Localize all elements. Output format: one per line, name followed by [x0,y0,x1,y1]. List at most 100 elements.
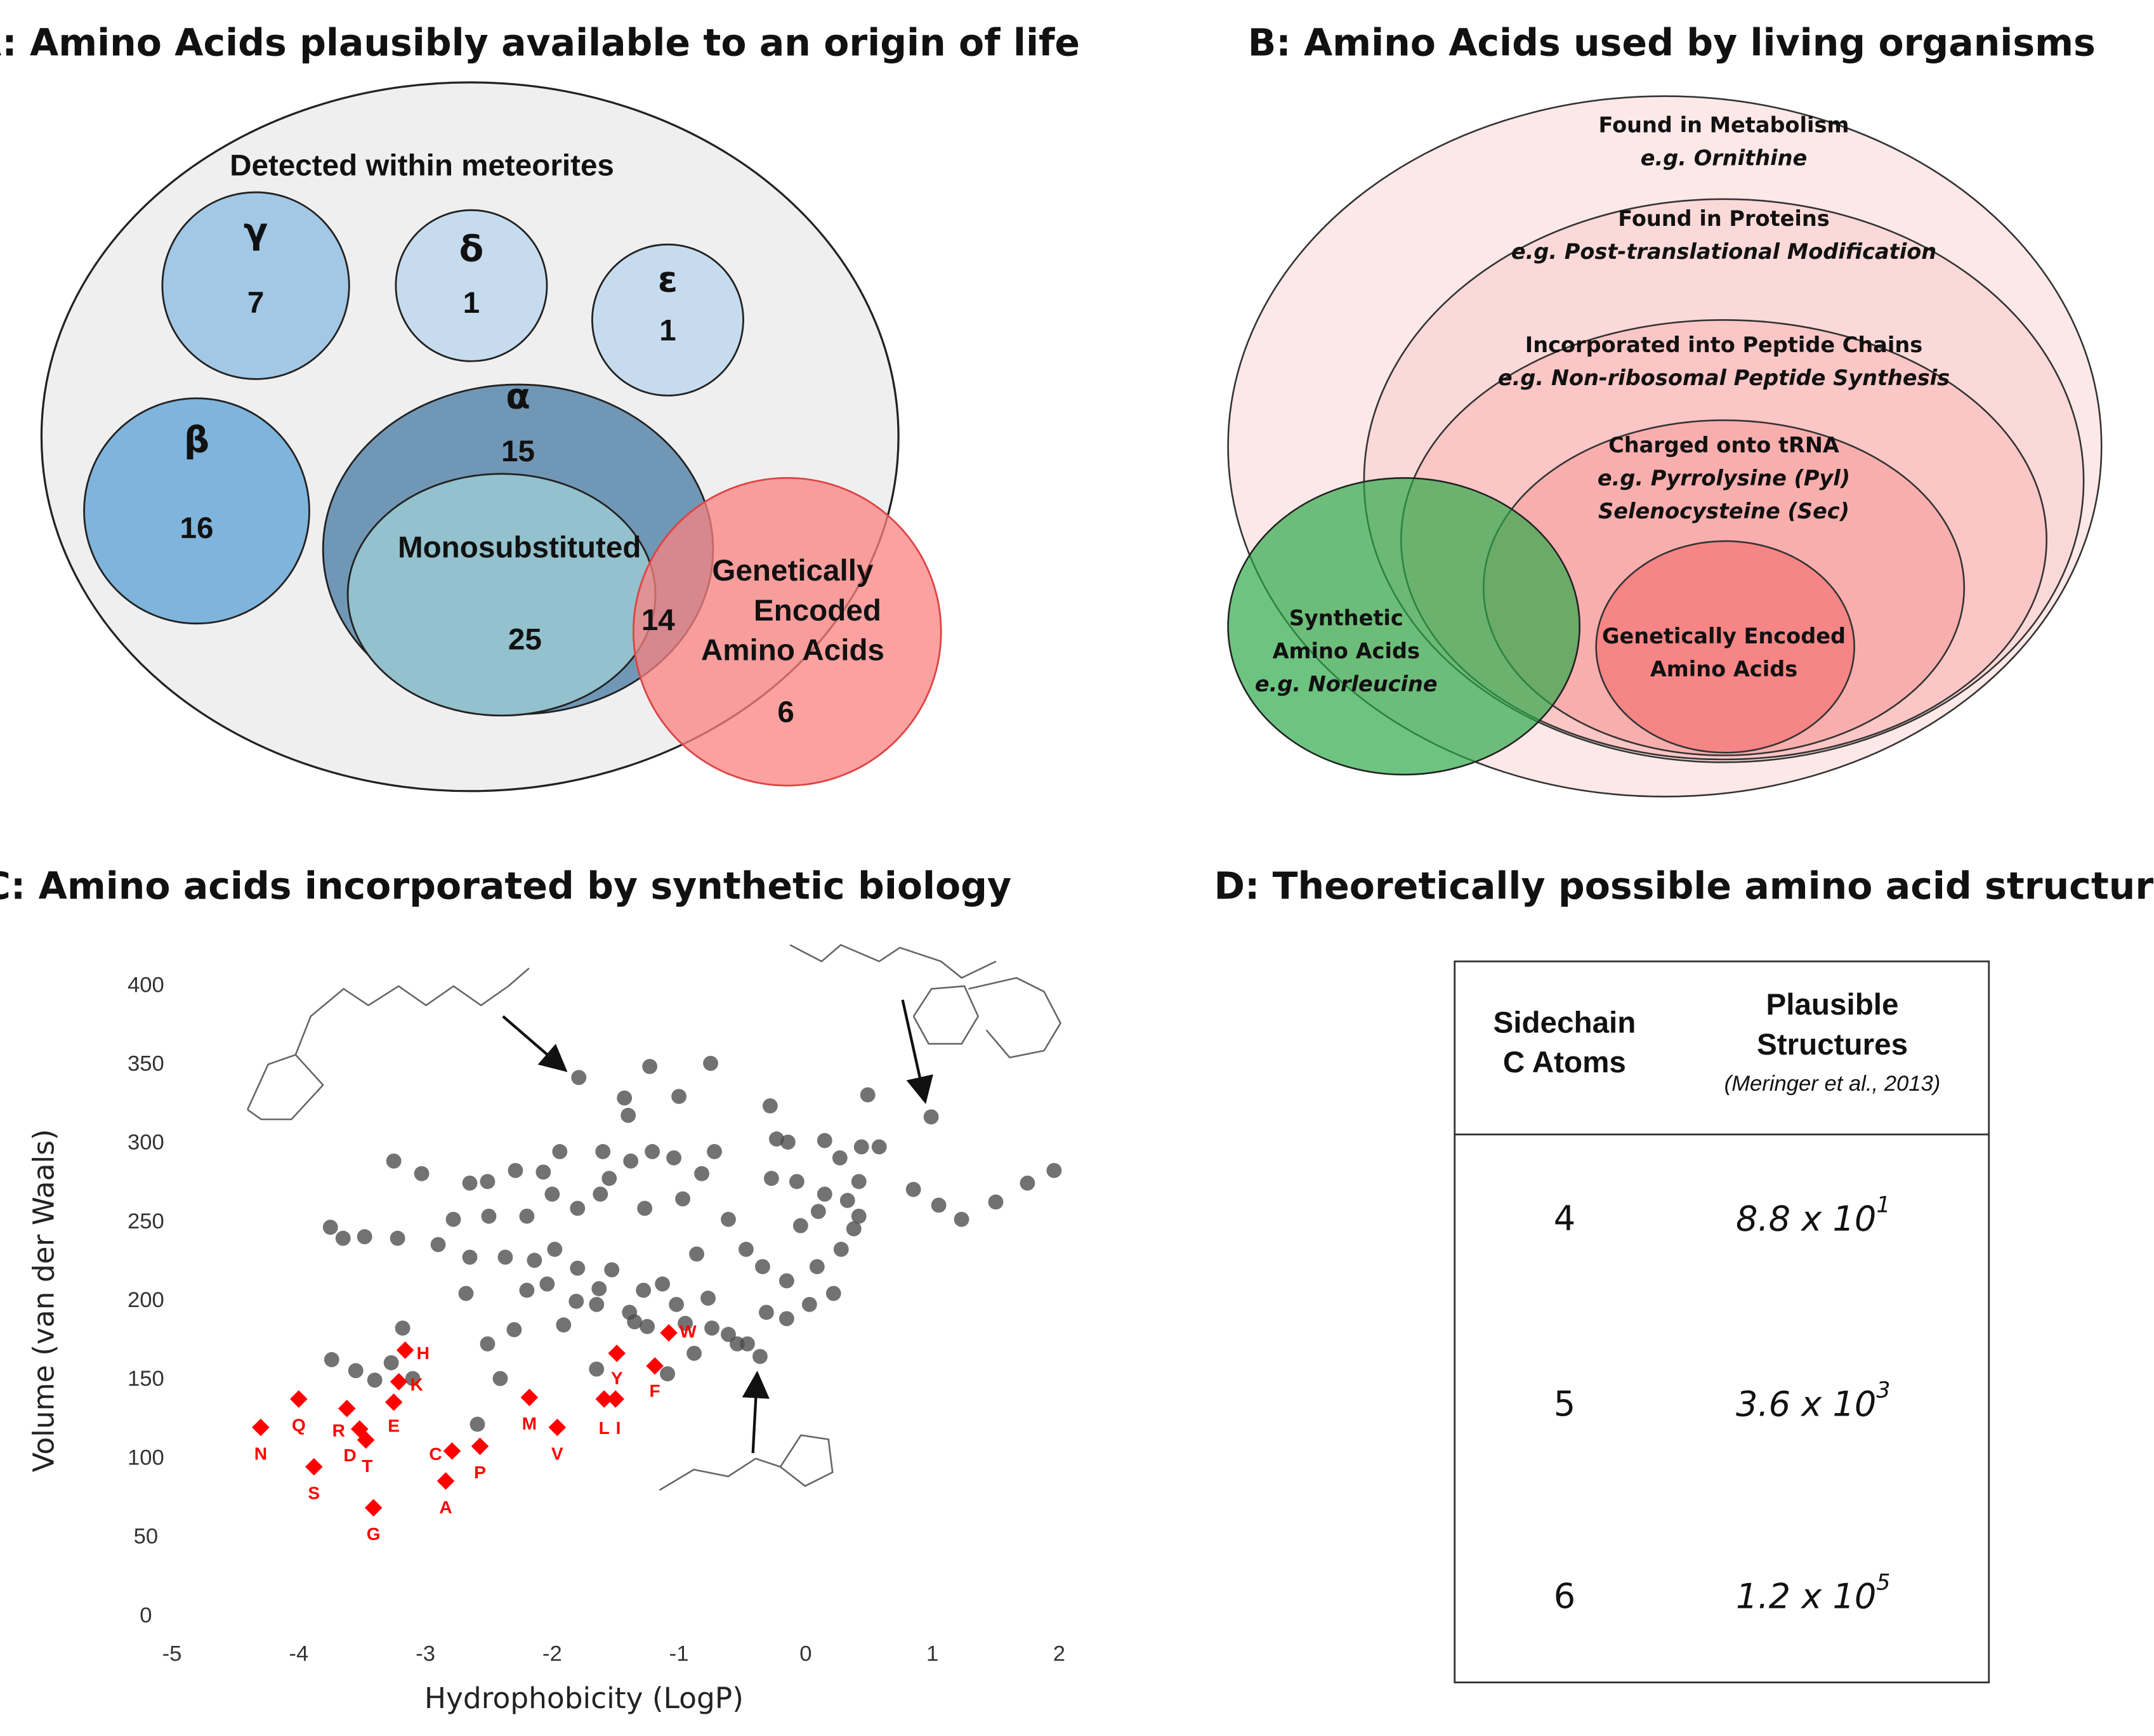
point [721,1211,736,1227]
exponent: 5 [1876,1570,1890,1596]
point [367,1372,383,1388]
point [547,1242,563,1257]
aa-label: V [551,1443,563,1463]
x-tick-label: -1 [669,1641,689,1666]
arrow [742,1371,770,1454]
point [988,1194,1004,1210]
point [568,1294,584,1309]
point [703,1055,718,1071]
point [570,1200,586,1216]
point [752,1348,768,1364]
point [739,1242,754,1257]
point [508,1162,523,1178]
aa-label: Y [611,1368,623,1388]
set-count: 25 [508,622,542,656]
point [675,1191,690,1207]
point [686,1345,702,1361]
aa-point [290,1390,308,1408]
header-cell: Plausible [1766,988,1898,1022]
set-label: ε [658,259,678,300]
aa-point [338,1400,356,1417]
header-cell: Structures [1757,1028,1908,1062]
point [324,1351,339,1367]
mantissa: 3.6 x 10 [1736,1384,1876,1424]
set-label: β [184,420,209,461]
aa-point [548,1418,567,1437]
point [627,1314,643,1330]
point [801,1296,817,1312]
aa-point [660,1324,678,1342]
point [851,1174,867,1190]
aa-point [520,1388,539,1407]
panel-b-title: B: Amino Acids used by living organisms [1248,22,2096,65]
aa-label: C [429,1444,442,1464]
aa-label: P [474,1463,486,1482]
point [601,1171,617,1187]
set-label: α [506,376,530,417]
point [383,1355,399,1371]
point [519,1208,535,1224]
y-axis-label: Volume (van der Waals) [27,1129,60,1472]
point [778,1311,794,1327]
aa-point [471,1437,489,1456]
table-border [1454,960,1990,1683]
set-label: Incorporated into Peptide Chains [1525,332,1923,357]
point [789,1174,804,1190]
set-example: e.g. Pyrrolysine (Pyl) [1598,466,1850,490]
point [593,1187,608,1202]
molecule-sketch [968,977,1062,1059]
point [506,1322,522,1338]
set-count: 6 [777,695,794,729]
molecule-sketch [246,1053,324,1121]
x-tick-label: -3 [416,1641,435,1666]
point [322,1220,338,1235]
aa-label: R [332,1421,345,1440]
point [492,1371,508,1386]
aa-point [443,1442,461,1460]
point [809,1259,825,1275]
point [621,1107,636,1123]
point [480,1174,496,1190]
point [480,1336,496,1351]
point [497,1249,513,1265]
point [923,1109,939,1125]
set-label: δ [459,229,484,270]
set-circle [83,397,310,625]
point [846,1221,862,1237]
x-axis-label: Hydrophobicity (LogP) [424,1681,744,1715]
point [589,1361,605,1377]
point [570,1260,586,1276]
synthetic-label: Amino Acids [1273,639,1420,664]
point [707,1144,722,1159]
set-count: 1 [463,286,480,320]
set-example: e.g. Non-ribosomal Peptide Synthesis [1498,365,1950,390]
meteorite-label: Detected within meteorites [230,149,614,183]
point [640,1318,655,1334]
point [386,1153,402,1169]
aa-label: H [417,1343,430,1363]
point [655,1276,671,1292]
point [763,1098,778,1114]
point [931,1197,947,1213]
mantissa: 8.8 x 10 [1736,1199,1876,1239]
aa-label: G [367,1524,381,1544]
citation: (Meringer et al., 2013) [1724,1072,1941,1096]
aa-point [305,1457,323,1476]
arrow [502,1015,568,1072]
point [792,1218,808,1233]
point [445,1211,461,1227]
y-tick-label: 350 [128,1051,164,1075]
point [764,1171,779,1187]
point [462,1249,478,1265]
aa-point [607,1390,624,1408]
point [405,1371,421,1386]
molecule-sketch [294,968,530,1055]
structures-cell: 1.2 x 105 [1736,1570,1890,1616]
point [853,1139,869,1155]
synthetic-label: Synthetic [1289,606,1403,631]
point [905,1181,921,1197]
set-label: γ [244,211,268,253]
set-count: 7 [247,286,264,320]
